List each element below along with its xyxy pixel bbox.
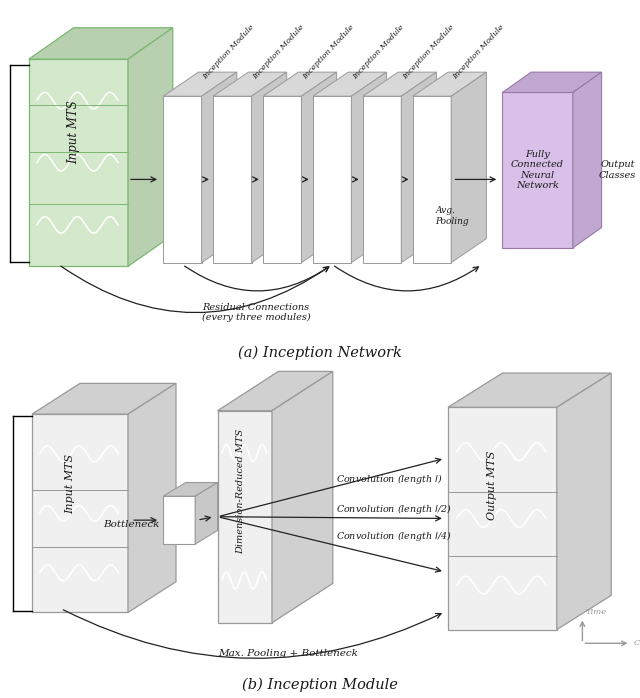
Polygon shape: [448, 373, 611, 408]
Polygon shape: [29, 28, 173, 59]
Text: Avg.
Pooling: Avg. Pooling: [435, 207, 469, 225]
Text: Convolution (length $l$): Convolution (length $l$): [336, 472, 442, 486]
Text: Max. Pooling + Bottleneck: Max. Pooling + Bottleneck: [218, 649, 358, 658]
Polygon shape: [351, 72, 387, 262]
Text: Inception Module: Inception Module: [451, 23, 506, 81]
Text: Convolution (length $l$/4): Convolution (length $l$/4): [336, 528, 452, 542]
Polygon shape: [263, 96, 301, 262]
Polygon shape: [401, 72, 436, 262]
Polygon shape: [448, 408, 557, 630]
Text: Channel: Channel: [634, 639, 640, 647]
Polygon shape: [451, 72, 486, 262]
Polygon shape: [32, 383, 176, 414]
Polygon shape: [413, 96, 451, 262]
Text: Residual Connections
(every three modules): Residual Connections (every three module…: [202, 303, 310, 322]
Text: Inception Module: Inception Module: [401, 23, 456, 81]
Text: Time: Time: [586, 608, 607, 616]
Polygon shape: [32, 414, 128, 613]
Polygon shape: [163, 96, 202, 262]
Polygon shape: [163, 72, 237, 96]
Polygon shape: [163, 482, 218, 496]
Polygon shape: [573, 72, 602, 248]
Text: Input MTS: Input MTS: [65, 454, 76, 514]
Polygon shape: [213, 96, 252, 262]
Polygon shape: [195, 482, 218, 544]
Polygon shape: [218, 410, 272, 623]
Polygon shape: [29, 59, 128, 267]
Text: Bottleneck: Bottleneck: [104, 521, 160, 530]
Polygon shape: [163, 496, 195, 544]
Text: Convolution (length $l$/2): Convolution (length $l$/2): [336, 502, 452, 516]
Polygon shape: [128, 28, 173, 267]
Polygon shape: [272, 371, 333, 623]
Text: (b) Inception Module: (b) Inception Module: [242, 677, 398, 692]
Text: Input MTS: Input MTS: [67, 100, 80, 163]
Text: Inception Module: Inception Module: [202, 23, 257, 81]
Polygon shape: [313, 96, 351, 262]
Polygon shape: [128, 383, 176, 613]
Polygon shape: [202, 72, 237, 262]
Text: Inception Module: Inception Module: [301, 23, 356, 81]
Polygon shape: [363, 96, 401, 262]
Polygon shape: [213, 72, 287, 96]
Polygon shape: [218, 371, 333, 410]
Polygon shape: [301, 72, 337, 262]
Text: Output
Classes: Output Classes: [599, 161, 636, 180]
Text: Dimension-Reduced MTS: Dimension-Reduced MTS: [236, 429, 245, 554]
Polygon shape: [363, 72, 436, 96]
Text: (a) Inception Network: (a) Inception Network: [238, 346, 402, 360]
Polygon shape: [557, 373, 611, 630]
Polygon shape: [313, 72, 387, 96]
Text: Inception Module: Inception Module: [252, 23, 307, 81]
Polygon shape: [252, 72, 287, 262]
Text: Inception Module: Inception Module: [351, 23, 406, 81]
Polygon shape: [263, 72, 337, 96]
Polygon shape: [502, 93, 573, 248]
Polygon shape: [413, 72, 486, 96]
Polygon shape: [502, 72, 602, 93]
Text: Output MTS: Output MTS: [486, 450, 497, 520]
Text: Fully
Connected
Neural
Network: Fully Connected Neural Network: [511, 150, 564, 191]
